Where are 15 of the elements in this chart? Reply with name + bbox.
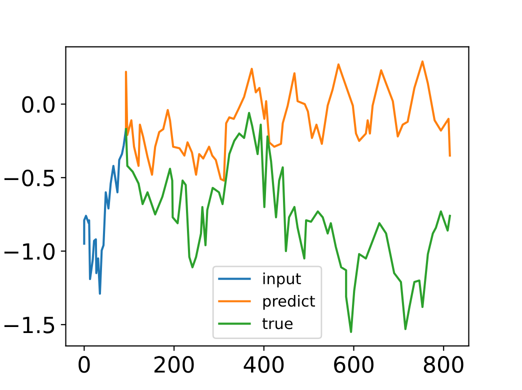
x-tick-label: 600: [334, 356, 374, 373]
x-tick-label: 800: [424, 356, 464, 373]
y-tick-label: 0.0: [22, 96, 55, 113]
legend-label: true: [262, 318, 293, 330]
y-tick-label: −1.5: [4, 316, 54, 334]
x-tick-label: 0: [78, 356, 90, 373]
x-tick-label: 200: [154, 356, 194, 373]
line-series: [83, 128, 128, 295]
y-tick-label: −1.0: [4, 243, 55, 260]
x-tick-label: 400: [244, 356, 284, 373]
y-tick-label: −0.5: [4, 170, 54, 186]
legend-label: predict: [263, 294, 315, 310]
legend-label: input: [263, 272, 301, 288]
line-series: [124, 112, 451, 334]
line-series: [124, 60, 451, 182]
